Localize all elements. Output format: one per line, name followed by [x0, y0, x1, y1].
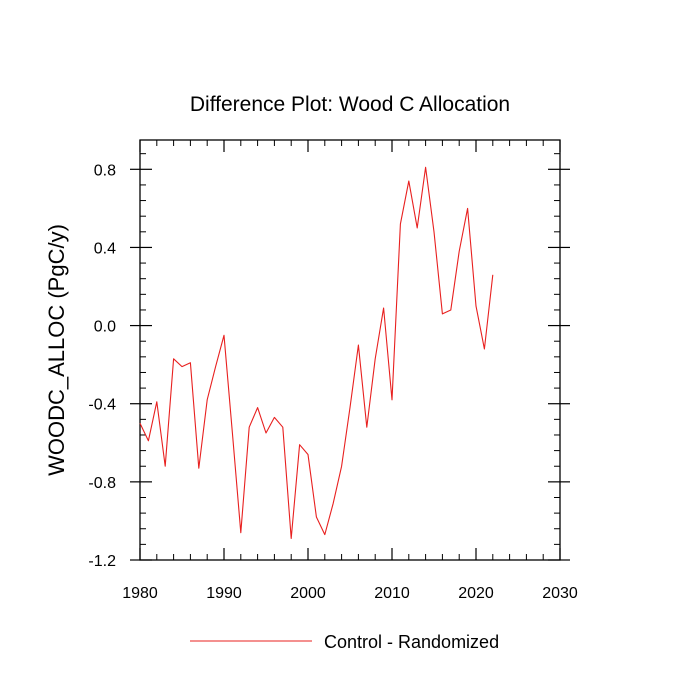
legend: Control - Randomized [190, 632, 499, 652]
y-tick-label: 0.0 [94, 319, 116, 336]
legend-label: Control - Randomized [324, 632, 499, 652]
x-tick-label: 2000 [290, 585, 326, 602]
y-tick-label: 0.8 [94, 162, 116, 179]
series-line [139, 166, 494, 540]
y-tick-label: -0.8 [88, 475, 116, 492]
y-axis-label: WOODC_ALLOC (PgC/y) [44, 224, 69, 476]
x-tick-label: 2020 [458, 585, 494, 602]
x-tick-label: 1980 [122, 585, 158, 602]
x-tick-label: 2030 [542, 585, 578, 602]
y-tick-label: -0.4 [88, 397, 116, 414]
y-tick-label: -1.2 [88, 553, 116, 570]
chart-title: Difference Plot: Wood C Allocation [190, 93, 510, 116]
x-tick-label: 2010 [374, 585, 410, 602]
y-tick-label: 0.4 [94, 240, 116, 257]
plot-area: 1980 1990 2000 2010 2020 2030 -1.2 -0.8 -0.4 0.0 0… [88, 139, 578, 602]
x-tick-label: 1990 [206, 585, 242, 602]
plot-frame [139, 139, 561, 561]
